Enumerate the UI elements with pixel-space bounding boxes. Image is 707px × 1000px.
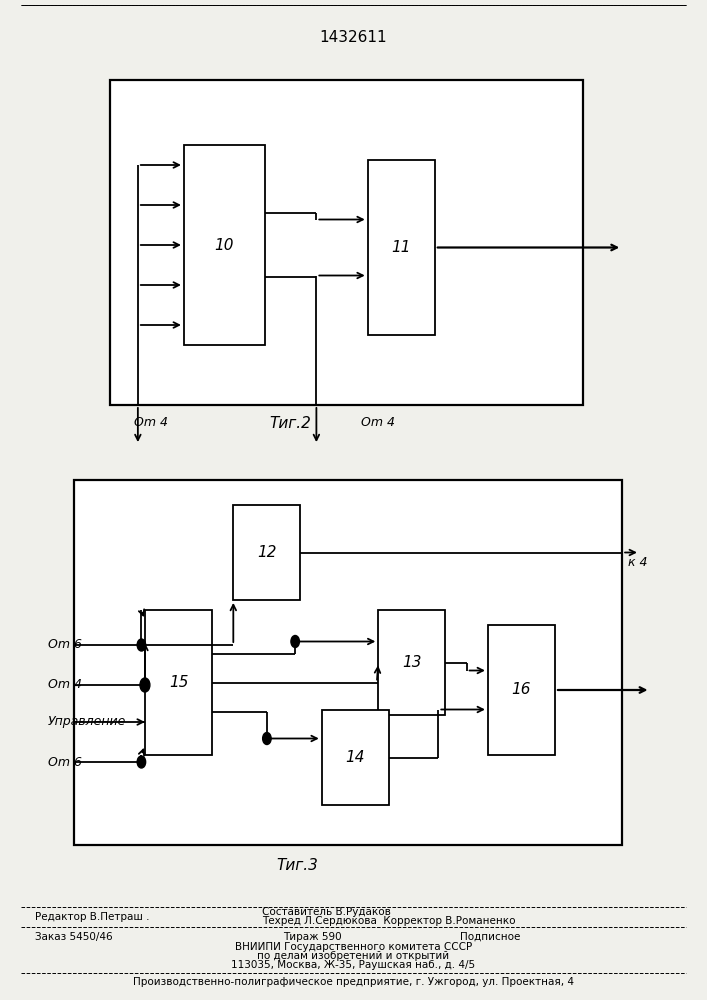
Text: 16: 16 [512,682,531,698]
Text: Τиг.2: Τиг.2 [269,416,311,430]
Text: Тираж 590: Тираж 590 [283,932,341,942]
Text: Оm 4: Оm 4 [134,416,168,430]
Text: Управление: Управление [48,716,127,728]
Text: Производственно-полиграфическое предприятие, г. Ужгород, ул. Проектная, 4: Производственно-полиграфическое предприя… [133,977,574,987]
Text: Заказ 5450/46: Заказ 5450/46 [35,932,113,942]
Text: Оm 6: Оm 6 [48,756,82,768]
Text: Техред Л.Сердюкова  Корректор В.Романенко: Техред Л.Сердюкова Корректор В.Романенко [262,916,515,926]
Circle shape [137,639,146,651]
Text: 13: 13 [402,655,421,670]
Bar [488,625,555,755]
Bar [145,610,212,755]
Text: 113035, Москва, Ж-35, Раушская наб., д. 4/5: 113035, Москва, Ж-35, Раушская наб., д. … [231,960,476,970]
Bar [322,710,389,805]
Text: 15: 15 [169,675,188,690]
Text: Подписное: Подписное [460,932,520,942]
Bar [233,505,300,600]
Text: ВНИИПИ Государственного комитета СССР: ВНИИПИ Государственного комитета СССР [235,942,472,952]
Bar [110,80,583,405]
Circle shape [291,636,300,648]
Text: к 4: к 4 [628,556,648,570]
Text: по делам изобретений и открытий: по делам изобретений и открытий [257,951,450,961]
Text: 12: 12 [257,545,276,560]
Bar [74,480,622,845]
Text: 10: 10 [215,237,234,252]
Text: 11: 11 [392,240,411,255]
Bar [184,145,265,345]
Text: Составитель В.Рудаков: Составитель В.Рудаков [262,907,390,917]
Bar [378,610,445,715]
Text: 14: 14 [346,750,365,765]
Text: Оm 4: Оm 4 [361,416,395,430]
Circle shape [137,756,146,768]
Text: Оm 6: Оm 6 [48,639,82,652]
Text: 1432611: 1432611 [320,29,387,44]
Text: Τиг.3: Τиг.3 [276,857,318,872]
Text: Редактор В.Петраш .: Редактор В.Петраш . [35,912,150,922]
Text: Оm 4: Оm 4 [48,678,82,692]
Bar [368,160,435,335]
Circle shape [140,678,150,692]
Circle shape [262,732,271,744]
